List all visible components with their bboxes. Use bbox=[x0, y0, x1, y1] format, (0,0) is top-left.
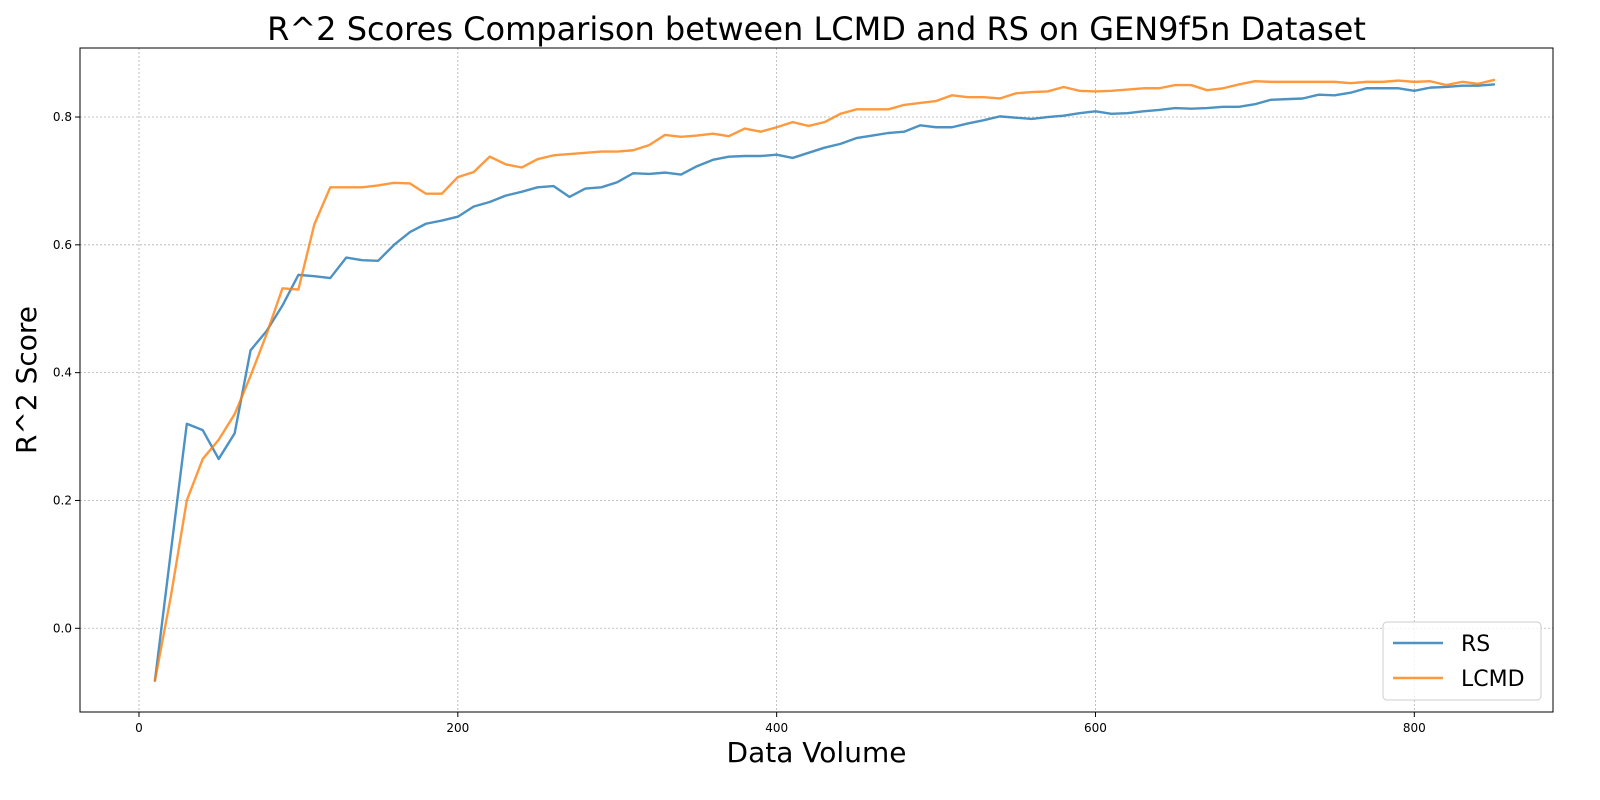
legend: RS LCMD bbox=[1382, 621, 1542, 701]
y-tick-label: 0.0 bbox=[53, 621, 72, 635]
series-line-rs bbox=[153, 83, 1496, 682]
x-tick-label: 600 bbox=[1084, 721, 1107, 735]
legend-label-rs: RS bbox=[1461, 632, 1490, 657]
x-axis-label: Data Volume bbox=[727, 736, 907, 769]
series-lines bbox=[153, 78, 1496, 682]
legend-label-lcmd: LCMD bbox=[1461, 667, 1525, 692]
y-tick-label: 0.8 bbox=[53, 110, 72, 124]
y-tick-label: 0.4 bbox=[53, 366, 72, 380]
x-tick-label: 0 bbox=[135, 721, 143, 735]
legend-box bbox=[1382, 621, 1542, 701]
y-tick-label: 0.6 bbox=[53, 238, 72, 252]
y-tick-label: 0.2 bbox=[53, 493, 72, 507]
grid bbox=[80, 48, 1553, 712]
plot-frame bbox=[79, 47, 1554, 713]
x-tick-label: 200 bbox=[446, 721, 469, 735]
axis-ticks: 0 200 400 600 800 0.0 0.2 0.4 0.6 0.8 bbox=[53, 110, 1426, 735]
chart-title: R^2 Scores Comparison between LCMD and R… bbox=[267, 10, 1366, 48]
x-tick-label: 800 bbox=[1403, 721, 1426, 735]
x-tick-label: 400 bbox=[765, 721, 788, 735]
y-axis-label: R^2 Score bbox=[10, 306, 43, 454]
series-line-lcmd bbox=[153, 78, 1496, 682]
